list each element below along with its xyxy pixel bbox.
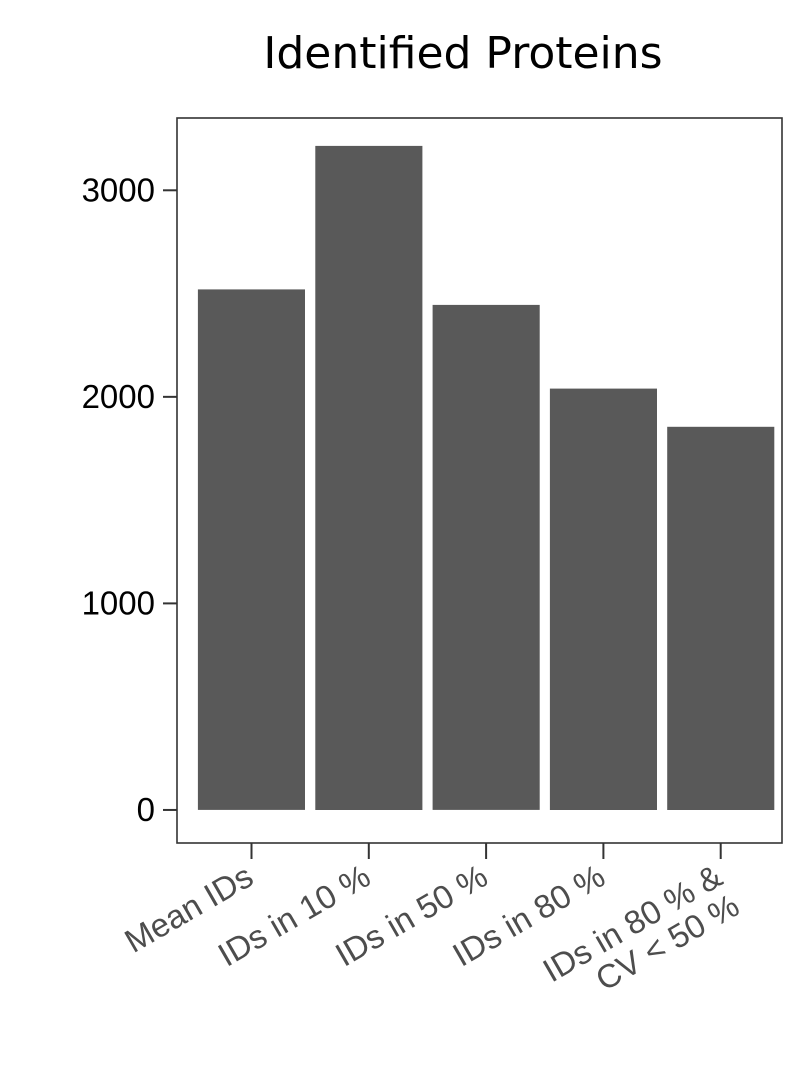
y-tick-label: 0: [137, 791, 155, 828]
plot-area: [176, 117, 783, 844]
bars-group: [197, 145, 775, 810]
bar: [667, 426, 775, 810]
y-tick-label: 2000: [82, 378, 155, 415]
y-tick-label: 3000: [82, 171, 155, 208]
y-tick-label: 1000: [82, 584, 155, 621]
chart-title: Identified Proteins: [263, 28, 662, 79]
bar: [197, 289, 305, 810]
y-axis: 0 1000 2000 3000: [82, 171, 177, 828]
bar: [549, 388, 657, 810]
bar: [315, 145, 423, 810]
bar: [432, 304, 540, 810]
